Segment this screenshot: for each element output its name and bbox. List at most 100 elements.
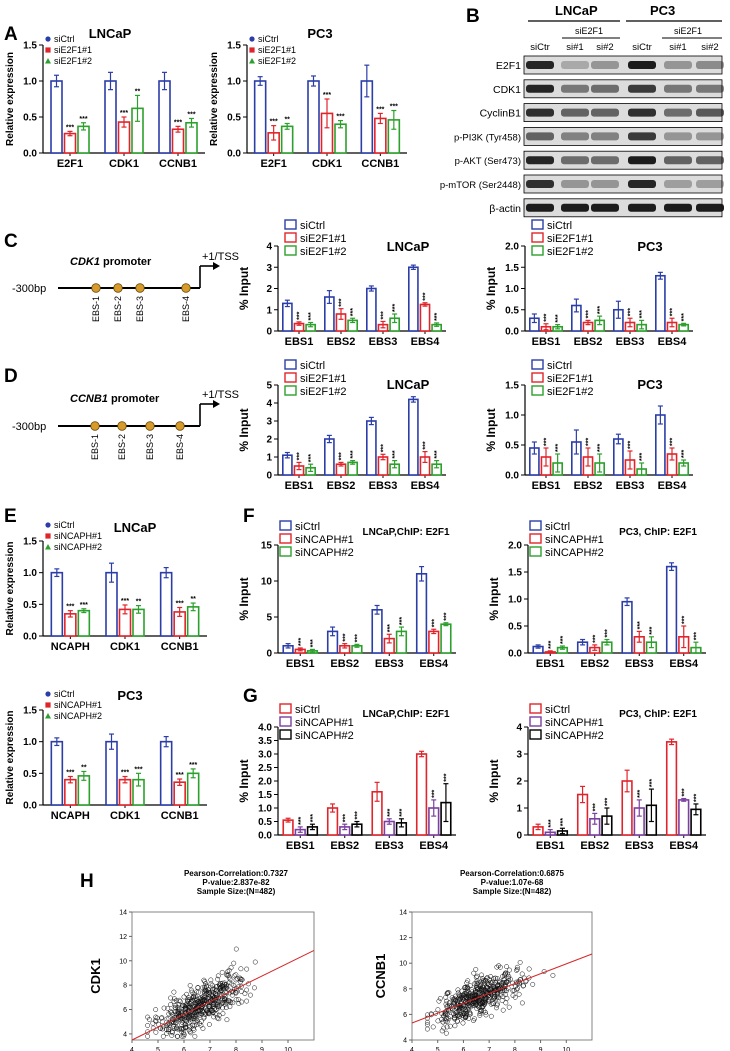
scatter-point: [520, 983, 526, 989]
blot-band: [526, 84, 554, 93]
scatter-point: [454, 1018, 460, 1024]
y-tick-label: 4: [123, 1031, 127, 1038]
x-tick-label: 6: [182, 1047, 186, 1051]
x-tick-label: EBS3: [616, 336, 645, 348]
legend-label: siNCAPH#1: [295, 717, 354, 729]
scatter-point: [173, 998, 179, 1003]
x-tick-label: E2F1: [261, 158, 287, 170]
significance-label: ***: [387, 808, 394, 816]
significance-label: ***: [308, 454, 315, 462]
bar-sictrl: [307, 80, 320, 154]
significance-label: ***: [339, 298, 346, 306]
significance-label: ***: [187, 111, 195, 118]
scatter-point: [168, 1002, 174, 1008]
fit-line: [411, 953, 593, 1024]
legend-label: siNCAPH#2: [545, 547, 604, 559]
significance-label: ***: [639, 453, 646, 461]
blot-band: [591, 203, 619, 212]
significance-label: ***: [79, 116, 87, 123]
scatter-point: [186, 1015, 192, 1020]
y-tick-label: 1.5: [505, 263, 519, 274]
scatter-point: [218, 988, 224, 994]
stats-line: Pearson-Correlation:0.7327: [184, 869, 289, 878]
scatter-point: [462, 985, 468, 991]
chart-title: PC3: [307, 26, 332, 41]
blot-strip: [523, 127, 723, 146]
significance-label: **: [284, 116, 290, 123]
scatter-point: [472, 990, 478, 996]
significance-label: ***: [134, 766, 142, 773]
scatter-point: [483, 1012, 489, 1018]
significance-label: ***: [392, 450, 399, 458]
legend-swatch: [279, 729, 292, 740]
lane-label: si#2: [596, 42, 613, 53]
x-tick-label: 7: [487, 1047, 491, 1051]
blot-band: [664, 156, 692, 165]
legend-label: siCtrl: [545, 521, 570, 533]
blot-band: [664, 180, 692, 188]
scatter-point: [495, 1001, 500, 1007]
scatter-point: [479, 972, 484, 978]
scatter-point: [182, 1017, 188, 1023]
legend-label: siCtrl: [54, 34, 75, 44]
significance-label: ***: [298, 638, 305, 646]
y-tick-label: 0.5: [505, 305, 519, 316]
significance-label: ***: [544, 438, 551, 446]
scatter-point: [220, 999, 226, 1005]
scatter-point: [452, 1013, 458, 1019]
scatter-point: [239, 999, 245, 1005]
significance-label: ***: [399, 808, 406, 816]
significance-label: ***: [670, 308, 677, 316]
scatter-point: [517, 959, 523, 965]
scatter-point: [205, 987, 211, 993]
scatter-point: [145, 1022, 151, 1028]
scatter-point: [217, 989, 223, 995]
protein-label: p-mTOR (Ser2448): [440, 180, 521, 191]
bar-sictrl: [371, 608, 383, 654]
scatter-point: [173, 1009, 178, 1015]
significance-label: ***: [310, 814, 317, 822]
y-tick-label: 0.0: [23, 801, 37, 812]
promoter-ccnb1: -300bp CCNB1 promoter +1/TSS EBS-1 EBS-2 EBS-…: [12, 389, 239, 460]
significance-label: ***: [298, 816, 305, 824]
scatter-point: [201, 1015, 207, 1021]
legend-label: siCtrl: [547, 360, 572, 372]
scatter-point: [463, 1009, 469, 1015]
scatter-point: [441, 1025, 447, 1031]
scatter-point: [514, 966, 520, 972]
blot-band: [696, 203, 724, 212]
significance-label: ***: [586, 438, 593, 446]
x-tick-label: EBS3: [616, 480, 645, 492]
scatter-point: [504, 995, 510, 1001]
x-tick-label: 9: [260, 1047, 264, 1051]
binding-site-label: EBS-3: [135, 296, 145, 322]
scatter-point: [475, 986, 480, 992]
scatter-point: [450, 996, 456, 1002]
scatter-point: [215, 976, 221, 982]
significance-label: ***: [681, 616, 688, 624]
blot-strip: [523, 55, 723, 75]
scatter-point: [181, 1033, 187, 1039]
scatter-point: [219, 969, 225, 975]
bar-sictrl: [50, 571, 64, 637]
scatter-point: [159, 1015, 165, 1021]
scatter-point: [230, 1000, 236, 1006]
blot-band: [628, 61, 656, 69]
y-tick-label: 1.0: [258, 804, 272, 815]
binding-site-marker: [117, 421, 127, 431]
scatter-point: [233, 977, 239, 983]
y-tick-label: 10: [399, 961, 407, 968]
scatter-point: [222, 996, 228, 1002]
y-tick-label: 1.5: [227, 41, 241, 52]
scatter-point: [200, 996, 206, 1002]
significance-label: **: [190, 596, 196, 603]
x-tick-label: EBS3: [369, 480, 398, 492]
scatter-point: [444, 1019, 450, 1025]
significance-label: ***: [597, 444, 604, 452]
y-tick-label: 1.5: [505, 381, 519, 392]
significance-label: ***: [176, 772, 184, 779]
scatter-point: [187, 983, 193, 988]
scatter-point: [236, 1001, 242, 1006]
protein-label: CDK1: [493, 84, 521, 96]
scatter-point: [175, 1033, 181, 1039]
